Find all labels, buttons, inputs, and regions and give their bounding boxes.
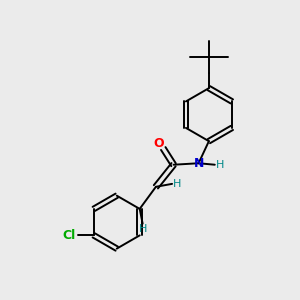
Text: H: H [216, 160, 224, 170]
Text: Cl: Cl [62, 229, 75, 242]
Text: O: O [154, 137, 164, 150]
Text: H: H [173, 179, 182, 189]
Text: N: N [194, 157, 204, 170]
Text: H: H [139, 224, 147, 235]
